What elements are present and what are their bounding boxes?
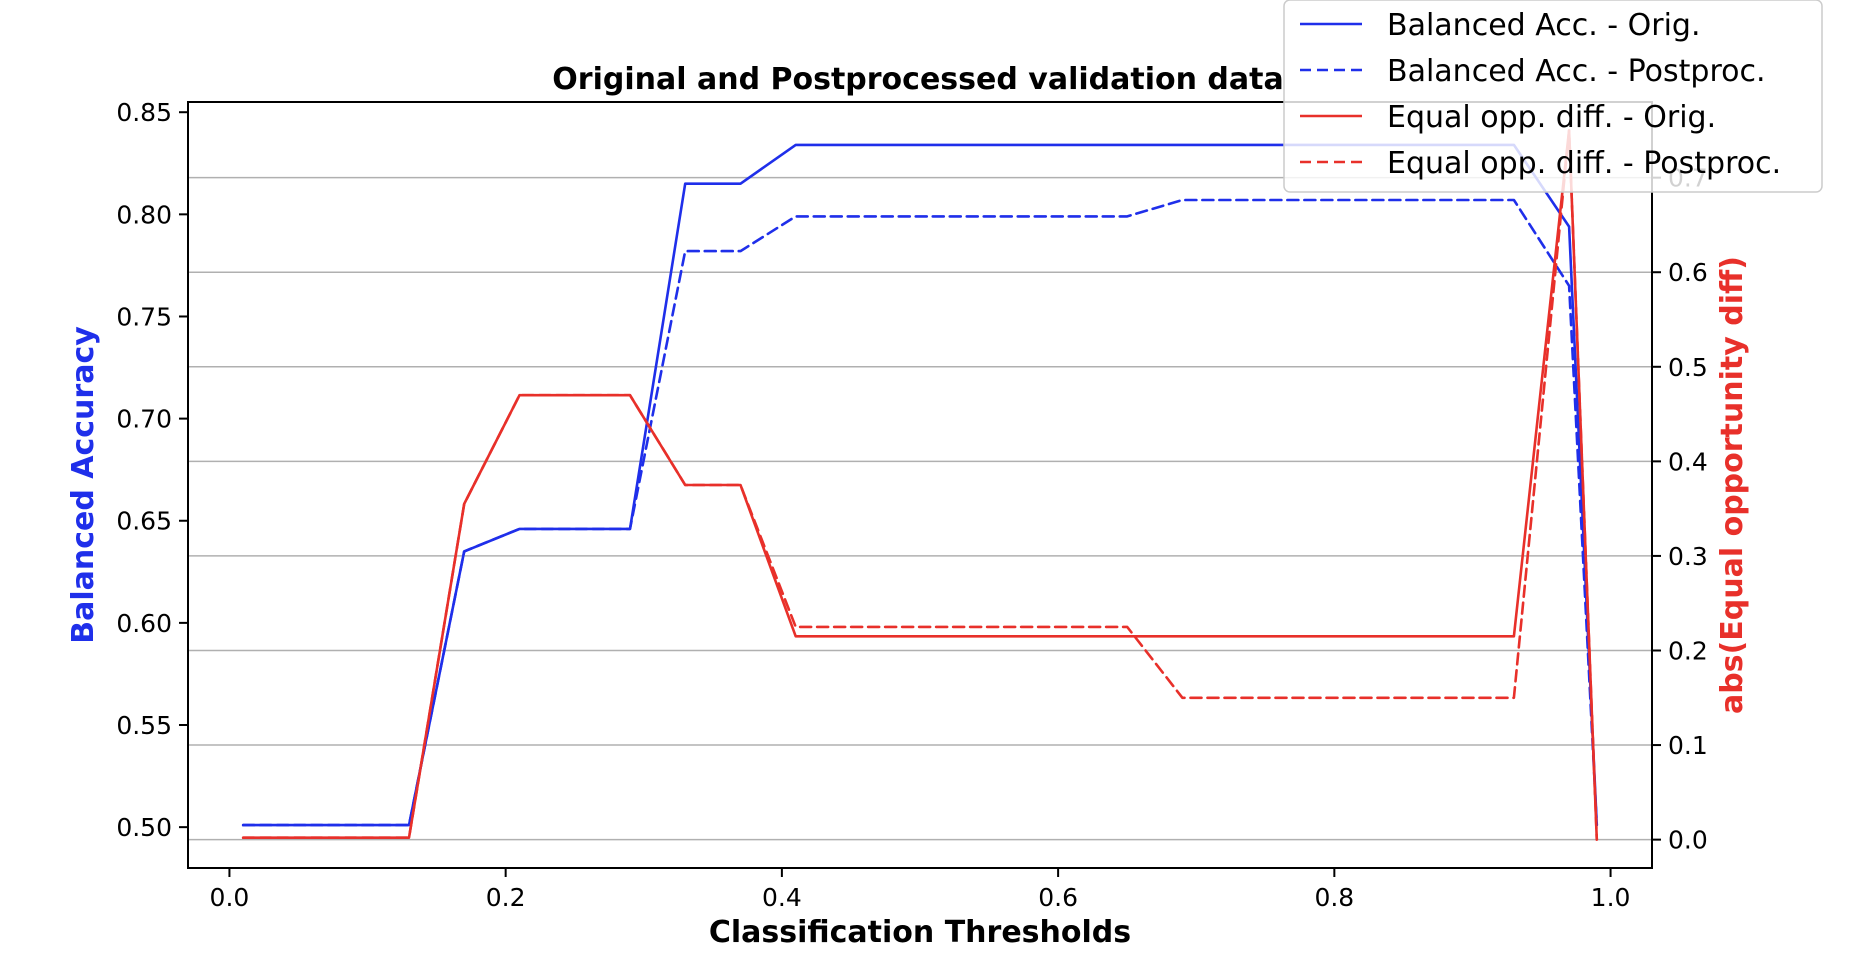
x-tick-label-2: 0.4 [762,883,802,912]
legend: Balanced Acc. - Orig. Balanced Acc. - Pos… [1283,0,1823,193]
y2-tick-label-0: 0.0 [1668,826,1708,855]
x-tick-label-0: 0.0 [210,883,250,912]
series-line-3 [241,129,1599,841]
y2-tick-label-1: 0.1 [1668,731,1708,760]
legend-label-2: Equal opp. diff. - Orig. [1387,100,1716,135]
chart-title: Original and Postprocessed validation da… [552,62,1283,97]
y-tick-label-1: 0.55 [116,711,172,740]
y-axis-ticks: 0.50 0.55 0.60 0.65 0.70 0.75 0.80 0.85 [116,98,188,842]
plot-frame [187,101,1653,869]
x-axis-ticks: 0.0 0.2 0.4 0.6 0.8 1.0 [210,868,1631,912]
y2-tick-label-6: 0.6 [1668,258,1708,287]
y-tick-label-7: 0.85 [116,98,172,127]
x-tick-label-3: 0.6 [1038,883,1078,912]
y2-axis-title: abs(Equal opportunity diff) [1715,256,1750,714]
y-tick-label-0: 0.50 [116,813,172,842]
series-line-1 [241,198,1599,827]
y-axis-title: Balanced Accuracy [66,326,101,644]
y-tick-label-4: 0.70 [116,405,172,434]
x-tick-label-4: 0.8 [1314,883,1354,912]
y-tick-label-6: 0.80 [116,200,172,229]
y-tick-label-3: 0.65 [116,507,172,536]
y2-tick-label-5: 0.5 [1668,353,1708,382]
series-line-2 [241,129,1599,841]
y-tick-label-2: 0.60 [116,609,172,638]
y2-tick-label-4: 0.4 [1668,447,1708,476]
legend-box [1283,0,1823,193]
x-tick-label-1: 0.2 [486,883,526,912]
y-tick-label-5: 0.75 [116,302,172,331]
x-tick-label-5: 1.0 [1591,883,1631,912]
y2-tick-label-2: 0.2 [1668,636,1708,665]
legend-label-0: Balanced Acc. - Orig. [1387,8,1701,43]
y2-tick-label-3: 0.3 [1668,542,1708,571]
x-axis-title: Classification Thresholds [709,915,1131,950]
legend-label-3: Equal opp. diff. - Postproc. [1387,146,1781,181]
legend-label-1: Balanced Acc. - Postproc. [1387,54,1766,89]
grid-lines [188,176,1652,841]
